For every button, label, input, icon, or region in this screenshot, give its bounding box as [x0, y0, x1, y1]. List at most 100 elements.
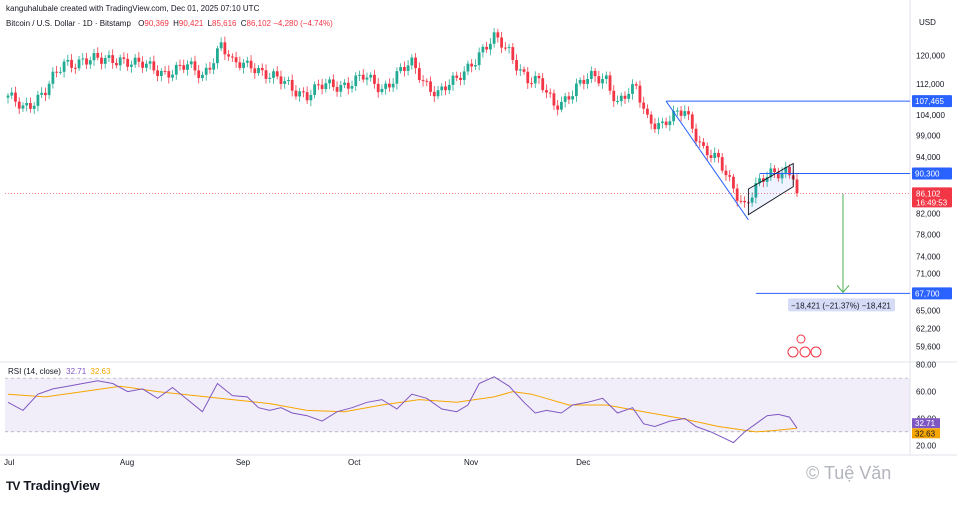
- candle-body: [141, 61, 145, 68]
- high-value: 90,421: [178, 19, 204, 28]
- candle-body: [227, 54, 231, 57]
- last-price-label: 86,102: [916, 189, 941, 198]
- rsi-ma-tag-label: 32.63: [915, 429, 936, 438]
- candle-body: [421, 80, 425, 82]
- time-tick-label: Oct: [348, 458, 361, 467]
- candle-body: [126, 58, 130, 67]
- candle-body: [728, 175, 732, 177]
- level-tag-label: 107,465: [915, 97, 944, 106]
- candle-body: [219, 42, 223, 49]
- candle-body: [440, 86, 444, 91]
- candle-body: [234, 57, 238, 63]
- candle-body: [51, 71, 55, 84]
- candle-body: [298, 91, 302, 97]
- candle-body: [305, 92, 309, 101]
- candle-body: [612, 90, 616, 102]
- candle-body: [395, 71, 399, 84]
- candle-body: [545, 90, 548, 93]
- candle-body: [350, 86, 354, 89]
- candle-body: [171, 74, 174, 78]
- candle-body: [100, 57, 103, 64]
- candle-body: [85, 58, 88, 65]
- candle-body: [455, 75, 459, 78]
- candle-body: [447, 84, 451, 91]
- candle-body: [597, 76, 601, 84]
- candle-body: [694, 128, 698, 142]
- rsi-tick-label: 80.00: [916, 361, 937, 370]
- candle-body: [477, 52, 481, 66]
- candle-body: [111, 55, 115, 63]
- candle-body: [275, 71, 279, 77]
- last-price-tag: [912, 187, 952, 208]
- candle-body: [765, 177, 769, 182]
- candle-body: [414, 57, 417, 69]
- candle-body: [287, 79, 290, 82]
- close-label: C: [240, 19, 247, 28]
- candle-body: [462, 71, 466, 80]
- candle-body: [25, 103, 29, 106]
- candle-body: [481, 46, 485, 53]
- candle-body: [264, 70, 268, 79]
- candle-body: [574, 83, 578, 97]
- candle-body: [724, 170, 728, 176]
- candle-body: [750, 197, 754, 203]
- candle-body: [178, 64, 182, 66]
- candle-body: [144, 63, 148, 68]
- rsi-title: RSI (14, close): [8, 367, 61, 376]
- tradingview-logo[interactable]: TV TradingView: [6, 478, 100, 493]
- time-tick-label: Dec: [576, 458, 590, 467]
- candle-body: [313, 84, 317, 95]
- candle-body: [560, 101, 563, 110]
- candle-body: [115, 62, 118, 66]
- low-value: 85,616: [212, 19, 237, 28]
- candle-body: [152, 61, 156, 71]
- candle-body: [784, 166, 788, 173]
- candle-body: [208, 67, 212, 70]
- candle-body: [530, 83, 533, 85]
- candle-body: [316, 84, 320, 86]
- candle-body: [335, 87, 339, 92]
- event-icon: [796, 334, 806, 344]
- candle-body: [672, 110, 676, 122]
- candle-body: [159, 70, 163, 76]
- candle-body: [272, 71, 275, 78]
- candle-body: [346, 82, 350, 89]
- candle-body: [776, 172, 780, 179]
- candle-body: [717, 152, 720, 158]
- candle-body: [488, 43, 492, 50]
- price-tick-label: 112,000: [916, 80, 945, 89]
- candle-body: [578, 79, 582, 84]
- candle-body: [32, 105, 36, 109]
- price-tick-label: 120,000: [916, 51, 945, 60]
- candle-body: [17, 101, 21, 109]
- time-tick-label: Aug: [120, 458, 134, 467]
- candle-body: [552, 93, 556, 106]
- candle-body: [720, 157, 724, 171]
- candle-body: [133, 57, 137, 65]
- candle-body: [556, 105, 560, 110]
- candle-body: [186, 64, 189, 70]
- candle-body: [73, 67, 77, 69]
- rsi-legend: RSI (14, close) 32.71 32.63: [8, 367, 110, 376]
- candle-body: [631, 84, 634, 94]
- candle-body: [496, 32, 500, 38]
- price-tick-label: 65,000: [916, 306, 941, 315]
- candle-body: [40, 92, 44, 95]
- candle-body: [432, 91, 436, 97]
- candle-body: [189, 61, 193, 65]
- candle-body: [212, 63, 216, 70]
- rsi-tick-label: 60.00: [916, 388, 937, 397]
- candle-body: [425, 80, 429, 82]
- time-tick-label: Nov: [464, 458, 478, 467]
- candle-body: [182, 65, 186, 70]
- candle-body: [331, 79, 335, 88]
- author-line: kanguhalubale created with TradingView.c…: [6, 4, 260, 13]
- time-tick-label: Sep: [236, 458, 251, 467]
- candle-body: [279, 76, 283, 84]
- candle-body: [683, 111, 687, 116]
- flagpole-line: [665, 100, 749, 221]
- candle-body: [107, 55, 111, 58]
- open-value: 90,369: [144, 19, 169, 28]
- candle-body: [10, 92, 14, 96]
